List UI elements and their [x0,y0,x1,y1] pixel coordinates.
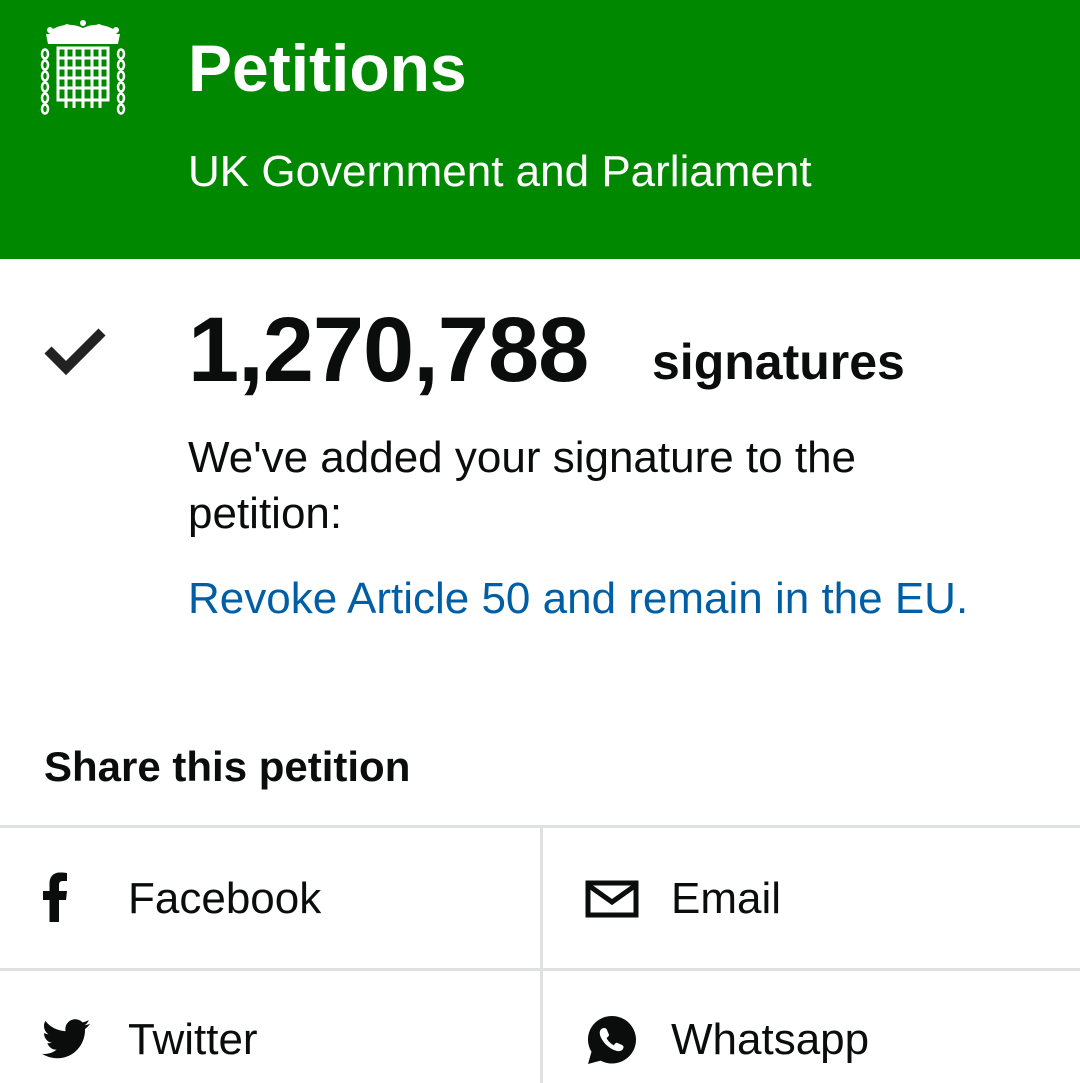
twitter-bird-icon [42,1019,90,1059]
share-email-label: Email [671,874,782,923]
envelope-icon [585,880,639,918]
petition-title-link[interactable]: Revoke Article 50 and remain in the EU. [188,574,969,623]
whatsapp-icon [588,1016,636,1064]
share-heading: Share this petition [44,743,411,790]
checkmark-icon [44,328,106,376]
share-email-button[interactable]: Email [543,828,1080,971]
share-whatsapp-label: Whatsapp [671,1015,870,1064]
confirmation-message: We've added your signature to the petiti… [188,433,857,538]
share-whatsapp-button[interactable]: Whatsapp [543,971,1080,1083]
facebook-icon [43,872,67,922]
portcullis-icon [40,20,126,115]
site-title-link[interactable]: Petitions [188,31,467,105]
share-facebook-button[interactable]: Facebook [0,828,543,971]
signature-count: 1,270,788 [188,299,589,401]
share-twitter-button[interactable]: Twitter [0,971,543,1083]
site-header: Petitions UK Government and Parliament [0,0,1080,259]
share-facebook-label: Facebook [128,874,322,923]
share-options: Facebook Email Twitter Whatsapp [0,825,1080,1083]
site-subtitle: UK Government and Parliament [188,147,812,196]
signature-count-label: signatures [652,334,905,390]
share-twitter-label: Twitter [128,1015,258,1064]
